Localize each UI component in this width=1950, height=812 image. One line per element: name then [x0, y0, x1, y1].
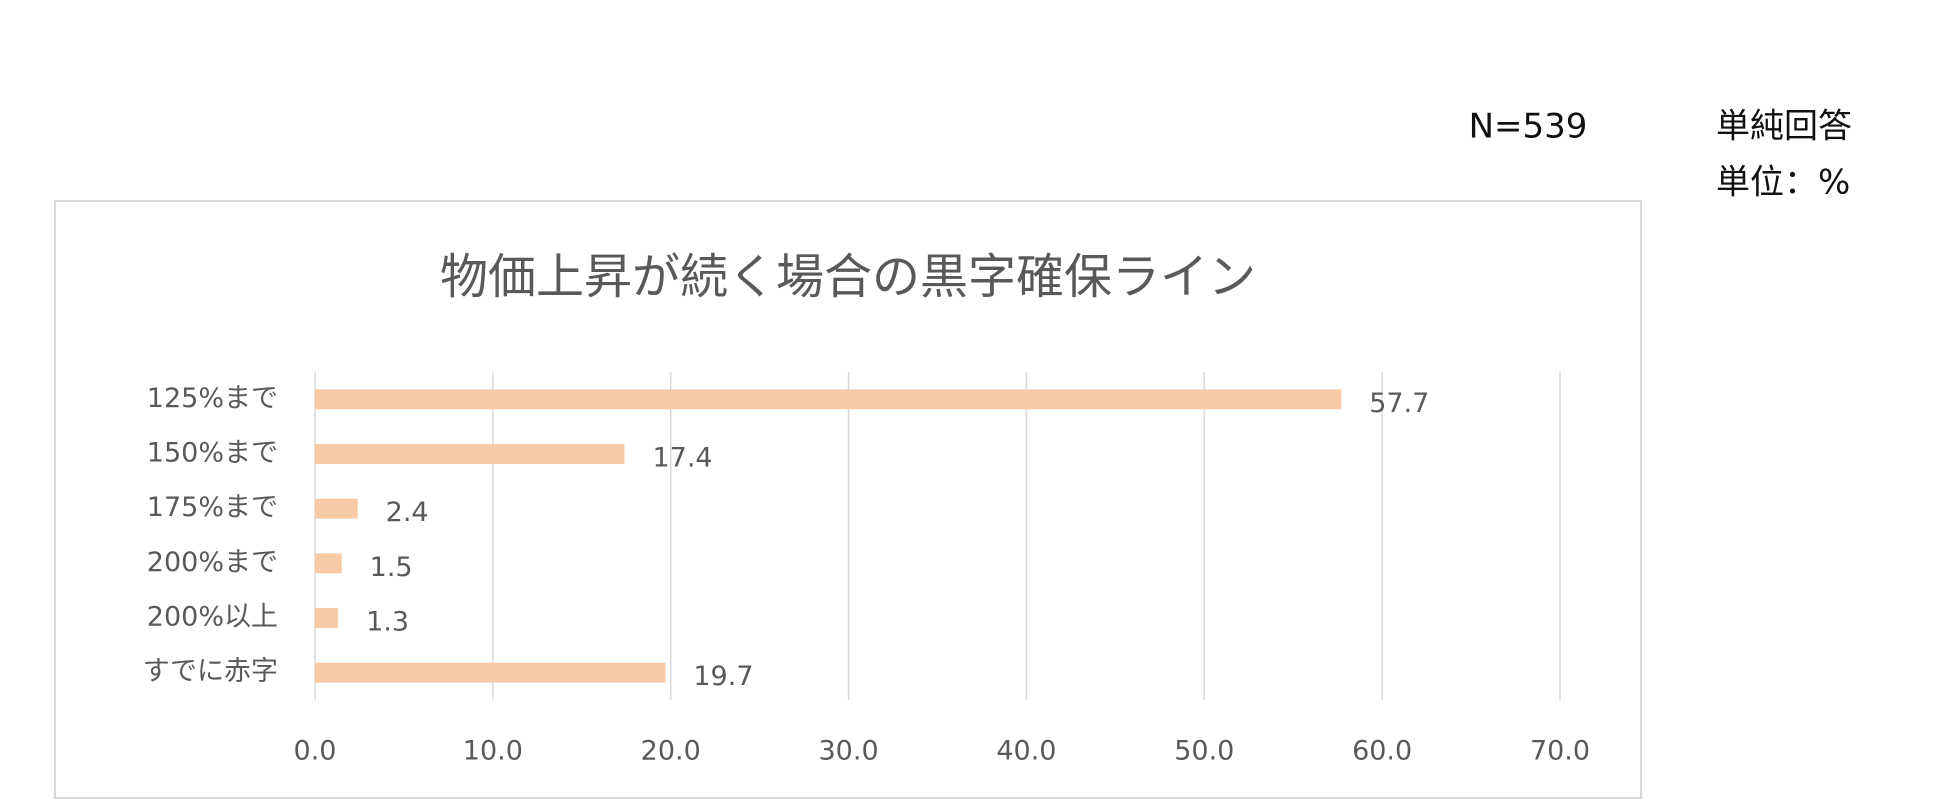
x-tick-label: 0.0	[294, 736, 337, 767]
bar	[315, 498, 358, 519]
x-tick-label: 70.0	[1530, 736, 1590, 767]
x-tick-label: 10.0	[463, 736, 523, 767]
chart-title: 物価上昇が続く場合の黒字確保ライン	[440, 249, 1256, 305]
bar	[315, 389, 1342, 410]
y-tick-label: 200%まで	[147, 547, 278, 578]
x-tick-label: 40.0	[996, 736, 1056, 767]
value-label: 1.5	[370, 552, 413, 583]
value-label: 1.3	[366, 607, 409, 638]
y-tick-label: 125%まで	[147, 383, 278, 414]
value-label: 57.7	[1369, 388, 1429, 419]
unit-note: 単位：%	[1716, 163, 1850, 203]
bar	[315, 608, 339, 628]
x-tick-label: 50.0	[1174, 736, 1234, 767]
x-tick-label: 20.0	[641, 736, 701, 767]
x-tick-label: 30.0	[819, 736, 879, 767]
y-tick-label: すでに赤字	[143, 656, 278, 687]
answer-type: 単純回答	[1716, 107, 1852, 147]
y-tick-label: 200%以上	[147, 602, 278, 633]
bar	[315, 553, 342, 574]
value-label: 17.4	[652, 443, 712, 474]
bar	[315, 444, 625, 464]
bar	[315, 662, 666, 683]
y-tick-label: 175%まで	[147, 492, 278, 523]
y-tick-label: 150%まで	[147, 438, 278, 469]
sample-size: N=539	[1469, 107, 1588, 147]
value-label: 19.7	[693, 661, 753, 692]
value-label: 2.4	[386, 497, 429, 528]
x-tick-label: 60.0	[1352, 736, 1412, 767]
